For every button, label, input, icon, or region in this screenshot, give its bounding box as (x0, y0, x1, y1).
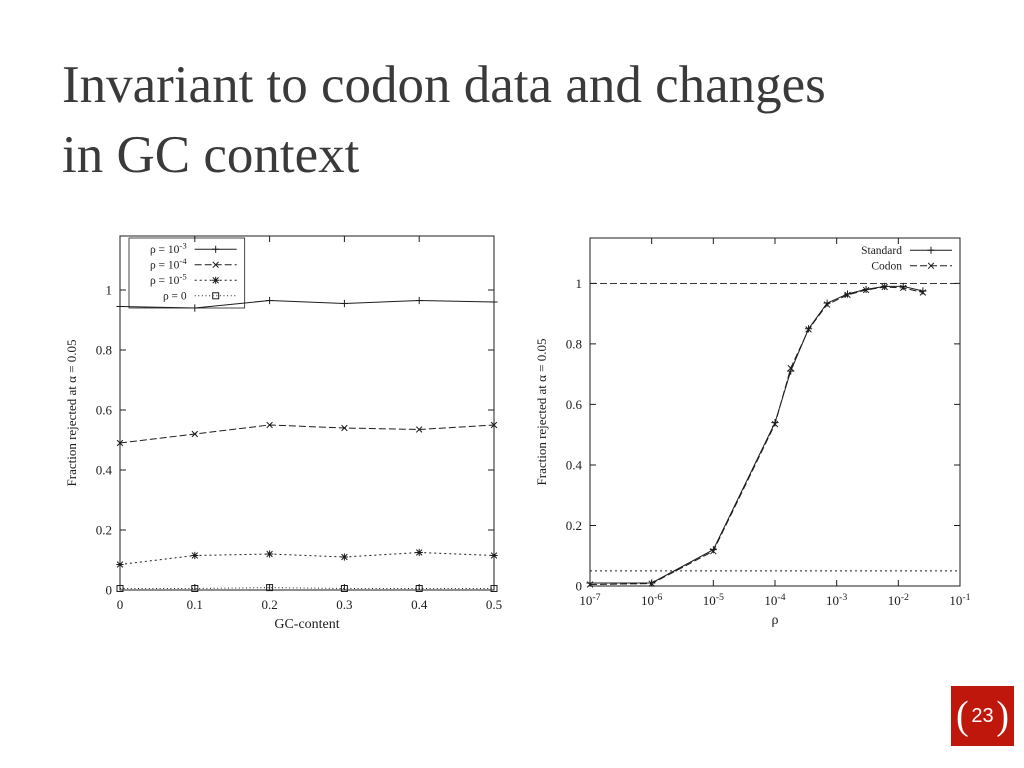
svg-text:GC-content: GC-content (274, 617, 339, 632)
slide-title-line1: Invariant to codon data and changes (62, 55, 826, 114)
svg-text:10-1: 10-1 (949, 592, 970, 608)
page-number-badge: ( 23 ) (951, 686, 1014, 746)
svg-text:0.8: 0.8 (96, 343, 112, 358)
svg-text:10-7: 10-7 (579, 592, 600, 608)
svg-text:0.3: 0.3 (336, 597, 352, 612)
svg-text:0.2: 0.2 (261, 597, 277, 612)
svg-text:0.4: 0.4 (411, 597, 428, 612)
svg-text:ρ: ρ (772, 613, 779, 628)
svg-text:0.6: 0.6 (96, 403, 113, 418)
left-paren-decoration: ( (956, 693, 969, 739)
svg-text:ρ = 10-5: ρ = 10-5 (150, 272, 187, 287)
svg-text:10-3: 10-3 (826, 592, 847, 608)
svg-text:1: 1 (106, 283, 113, 298)
slide-title-line2: in GC context (62, 125, 360, 184)
svg-text:0: 0 (117, 597, 124, 612)
svg-text:0.1: 0.1 (187, 597, 203, 612)
page-number: 23 (971, 704, 994, 727)
svg-text:Fraction rejected at α = 0.05: Fraction rejected at α = 0.05 (64, 340, 79, 487)
svg-text:0.4: 0.4 (96, 463, 113, 478)
svg-text:0.2: 0.2 (566, 518, 582, 533)
svg-text:0.2: 0.2 (96, 523, 112, 538)
svg-text:10-4: 10-4 (764, 592, 785, 608)
svg-text:10-2: 10-2 (888, 592, 909, 608)
svg-text:0.8: 0.8 (566, 336, 582, 351)
svg-text:0.4: 0.4 (566, 457, 583, 472)
svg-text:10-6: 10-6 (641, 592, 662, 608)
svg-text:ρ = 0: ρ = 0 (163, 290, 187, 302)
svg-text:1: 1 (576, 276, 583, 291)
chart-fraction-rejected-vs-gc-content: 0 0.1 0.2 0.3 0.4 0.5 0 0.2 0.4 0.6 0.8 1 GC-content… (56, 224, 508, 638)
chart-fraction-rejected-vs-rho: 10-7 10-6 10-5 10-4 10-3 10-2 10-1 0 0.2 0.4 0.6 0.… (526, 226, 974, 634)
svg-text:Standard: Standard (861, 245, 902, 257)
svg-text:0: 0 (576, 579, 583, 594)
svg-text:10-5: 10-5 (703, 592, 724, 608)
svg-text:0: 0 (106, 583, 113, 598)
svg-text:0.5: 0.5 (486, 597, 502, 612)
svg-text:0.6: 0.6 (566, 397, 583, 412)
svg-text:ρ = 10-4: ρ = 10-4 (150, 256, 187, 271)
svg-text:ρ = 10-3: ρ = 10-3 (150, 241, 187, 256)
right-paren-decoration: ) (996, 693, 1009, 739)
slide-title: Invariant to codon data and changes in G… (62, 50, 1012, 191)
svg-text:Fraction rejected at α = 0.05: Fraction rejected at α = 0.05 (534, 339, 549, 486)
svg-text:Codon: Codon (871, 260, 902, 272)
